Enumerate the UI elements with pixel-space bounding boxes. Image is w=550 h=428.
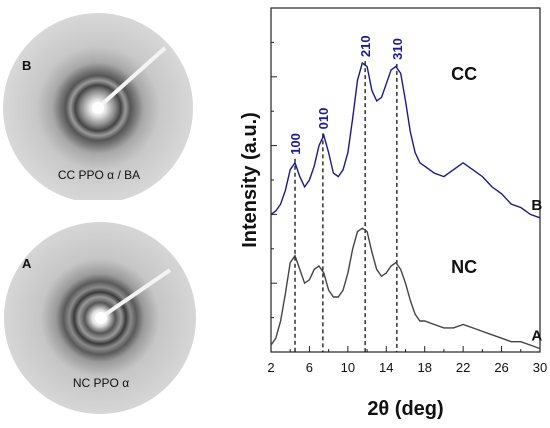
series-line-nc <box>270 227 541 350</box>
x-axis-label: 2θ (deg) <box>367 398 443 420</box>
x-tick-label: 18 <box>417 360 431 375</box>
series-end-label: A <box>531 328 542 345</box>
series-name-nc: NC <box>451 257 477 277</box>
beamstop <box>92 102 104 114</box>
reflection-label: 210 <box>358 35 373 57</box>
x-tick-label: 30 <box>533 360 547 375</box>
series-name-cc: CC <box>451 64 477 84</box>
diffraction-pattern-b <box>3 13 193 200</box>
beamstop <box>95 312 107 324</box>
plot-frame <box>270 7 541 353</box>
pattern-b-letter: B <box>22 58 32 73</box>
x-tick-label: 10 <box>341 360 355 375</box>
diffraction-pattern-a <box>4 222 196 414</box>
reflection-label: 100 <box>288 133 303 155</box>
pattern-a-letter: A <box>22 256 32 271</box>
x-tick-label: 26 <box>494 360 508 375</box>
pattern-b-caption: CC PPO α / BA <box>57 168 141 182</box>
reflection-label: 010 <box>316 108 331 130</box>
pattern-a-caption: NC PPO α <box>72 376 130 390</box>
x-tick-label: 2 <box>267 360 274 375</box>
x-tick-label: 22 <box>456 360 470 375</box>
series-end-label: B <box>531 197 542 214</box>
beamstop-arm <box>98 46 167 108</box>
x-tick-label: 6 <box>306 360 313 375</box>
y-axis-label: Intensity (a.u.) <box>239 112 261 248</box>
reflection-label: 310 <box>390 38 405 60</box>
beamstop-arm <box>101 268 172 318</box>
x-tick-label: 14 <box>379 360 393 375</box>
series-line-cc <box>270 61 541 219</box>
